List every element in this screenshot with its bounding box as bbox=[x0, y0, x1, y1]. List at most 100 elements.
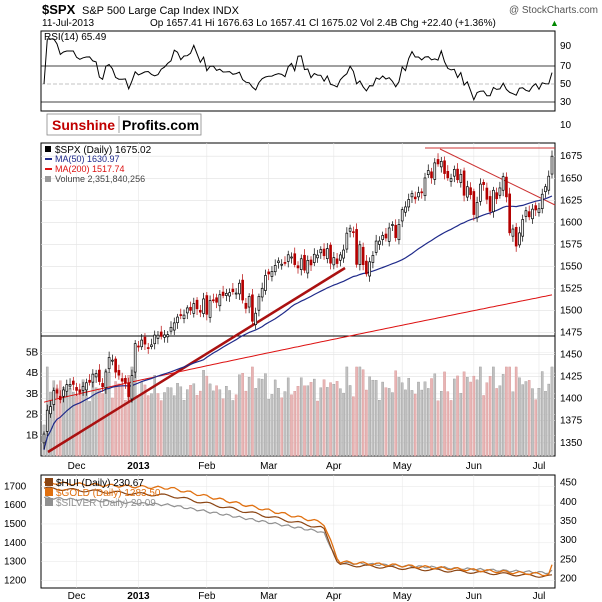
volume-bar bbox=[413, 393, 417, 457]
gold-legend-swatch bbox=[45, 488, 53, 496]
logo-part2: Profits.com bbox=[122, 117, 199, 133]
volume-bar bbox=[202, 370, 205, 457]
volume-bar bbox=[488, 376, 492, 457]
metals-legend: $HUI (Daily) 230.67 $GOLD (Daily) 1283.5… bbox=[45, 478, 161, 509]
price-candle bbox=[387, 227, 391, 242]
volume-bar bbox=[339, 388, 342, 457]
price-candle bbox=[68, 384, 72, 387]
volume-bar bbox=[85, 390, 88, 457]
price-candle bbox=[260, 287, 264, 298]
volume-bar bbox=[342, 392, 345, 457]
gold-legend: $GOLD (Daily) 1283.50 bbox=[56, 488, 161, 499]
volume-bar bbox=[527, 380, 531, 457]
up-arrow-icon: ▲ bbox=[550, 18, 559, 28]
volume-bar bbox=[257, 378, 261, 457]
price-candle bbox=[381, 235, 384, 240]
volume-bar bbox=[182, 400, 186, 457]
volume-bar bbox=[400, 382, 404, 457]
price-candle bbox=[384, 233, 388, 239]
price-candle bbox=[238, 282, 241, 295]
volume-bar bbox=[146, 395, 150, 457]
volume-bar bbox=[495, 388, 498, 457]
volume-bar bbox=[352, 396, 355, 457]
volume-bar bbox=[81, 379, 85, 457]
price-candle bbox=[137, 345, 140, 348]
volume-bar bbox=[547, 383, 551, 457]
volume-bar bbox=[111, 397, 114, 457]
silver-series-line bbox=[43, 496, 553, 575]
volume-tick-label: 5B bbox=[26, 347, 39, 358]
volume-bar bbox=[228, 390, 231, 457]
metals-x-tick-label: Dec bbox=[68, 591, 86, 602]
volume-bar bbox=[309, 382, 313, 457]
price-candle bbox=[192, 303, 196, 314]
metals-left-tick-label: 1600 bbox=[4, 500, 27, 511]
volume-bar bbox=[283, 391, 287, 457]
volume-bar bbox=[88, 401, 91, 457]
volume-bar bbox=[179, 386, 183, 457]
metals-left-tick-label: 1200 bbox=[4, 575, 27, 586]
rsi-tick-label: 70 bbox=[560, 61, 572, 72]
spx-legend-swatch bbox=[45, 146, 51, 152]
price-candle bbox=[286, 254, 290, 262]
price-tick-label: 1625 bbox=[560, 195, 583, 206]
price-candle bbox=[98, 369, 101, 382]
price-candle bbox=[400, 209, 404, 222]
price-candle bbox=[78, 389, 82, 393]
price-candle bbox=[527, 211, 531, 218]
price-candle bbox=[540, 193, 544, 209]
volume-bar bbox=[260, 378, 264, 457]
price-candle bbox=[205, 295, 209, 315]
price-candle bbox=[436, 159, 440, 165]
metals-x-tick-label: 2013 bbox=[127, 591, 150, 602]
price-candle bbox=[140, 339, 144, 348]
price-candle bbox=[280, 263, 284, 266]
price-x-tick-label: Apr bbox=[326, 461, 342, 472]
volume-bar bbox=[319, 387, 323, 457]
price-candle bbox=[130, 375, 134, 400]
volume-bar bbox=[303, 385, 306, 457]
price-candle bbox=[176, 316, 179, 324]
volume-bar bbox=[524, 381, 528, 457]
volume-bar bbox=[482, 395, 485, 457]
volume-bar bbox=[306, 385, 310, 457]
volume-bar bbox=[218, 389, 222, 457]
price-candle bbox=[270, 271, 274, 277]
price-candle bbox=[407, 199, 411, 208]
price-candle bbox=[49, 406, 52, 415]
volume-bar bbox=[264, 373, 267, 457]
silver-legend-swatch bbox=[45, 498, 53, 506]
price-candle bbox=[71, 380, 75, 385]
price-candle bbox=[547, 175, 551, 191]
metals-right-tick-label: 450 bbox=[560, 478, 577, 489]
price-candle bbox=[166, 334, 170, 338]
volume-bar bbox=[234, 394, 238, 457]
rsi-tick-label: 90 bbox=[560, 41, 572, 52]
price-candle bbox=[524, 210, 528, 217]
price-candle bbox=[309, 259, 313, 266]
volume-bar bbox=[540, 371, 544, 457]
price-candle bbox=[124, 377, 127, 384]
price-candle bbox=[475, 202, 479, 219]
price-candle bbox=[45, 409, 49, 432]
volume-bar bbox=[381, 381, 384, 457]
price-candle bbox=[225, 293, 228, 296]
volume-bar bbox=[176, 383, 179, 457]
logo-part1: Sunshine bbox=[52, 117, 115, 133]
price-x-tick-label: Jun bbox=[466, 461, 482, 472]
price-candle bbox=[426, 170, 430, 176]
volume-bar bbox=[501, 374, 505, 457]
price-candle bbox=[521, 219, 525, 237]
price-candle bbox=[169, 326, 173, 332]
volume-bar bbox=[68, 388, 72, 457]
volume-bar bbox=[466, 377, 469, 457]
price-candle bbox=[550, 155, 554, 175]
volume-bar bbox=[326, 387, 329, 457]
price-candle bbox=[433, 162, 437, 180]
price-candle bbox=[348, 227, 352, 232]
price-candle bbox=[290, 256, 293, 259]
metals-left-tick-label: 1700 bbox=[4, 481, 27, 492]
volume-bar bbox=[267, 399, 270, 457]
price-candle bbox=[107, 357, 111, 370]
price-candle bbox=[81, 386, 85, 391]
